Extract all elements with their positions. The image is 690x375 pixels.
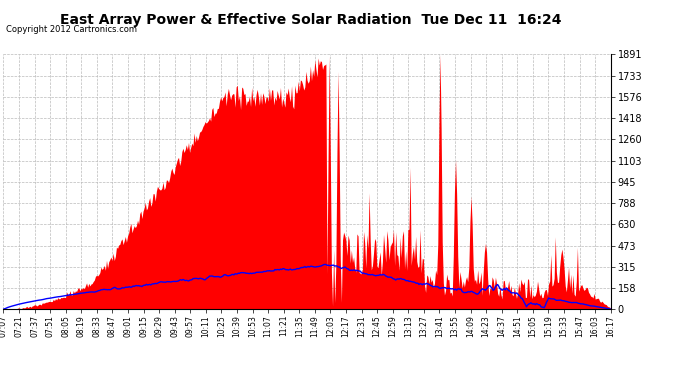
Text: East Array (DC Watts): East Array (DC Watts) bbox=[479, 25, 592, 34]
Text: Copyright 2012 Cartronics.com: Copyright 2012 Cartronics.com bbox=[6, 25, 137, 34]
Text: East Array Power & Effective Solar Radiation  Tue Dec 11  16:24: East Array Power & Effective Solar Radia… bbox=[60, 13, 561, 27]
Text: Radiation (Effective w/m2): Radiation (Effective w/m2) bbox=[308, 25, 448, 34]
